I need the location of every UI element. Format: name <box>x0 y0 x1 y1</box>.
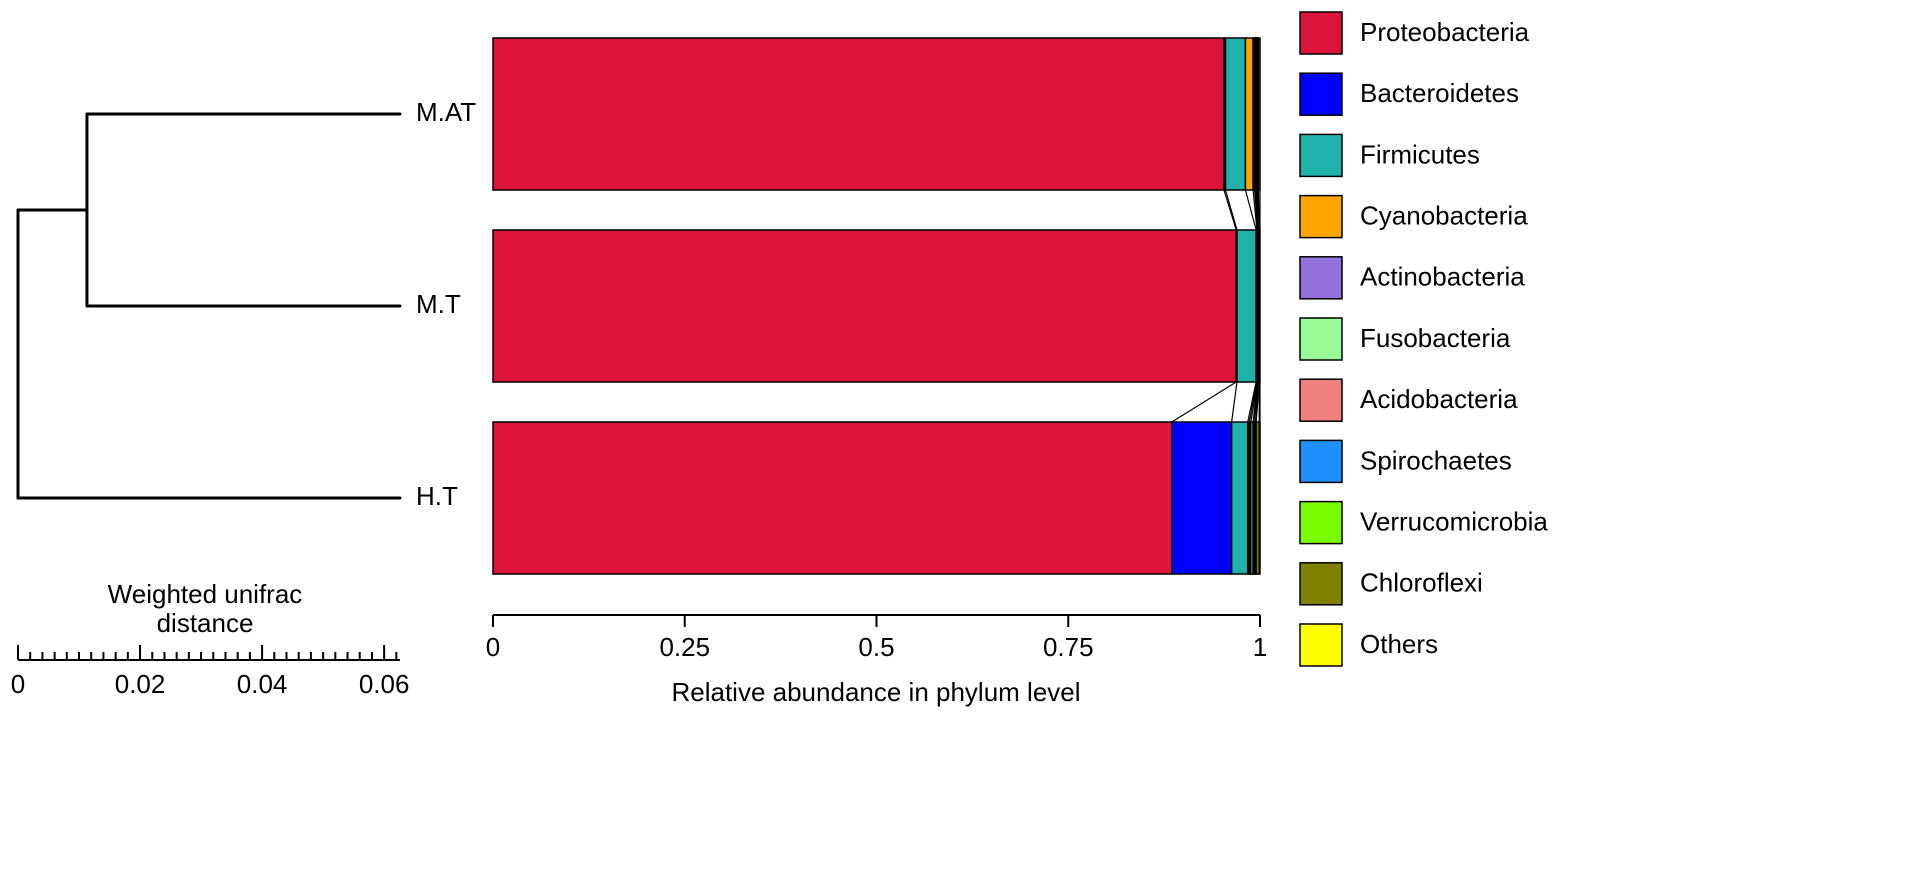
scale-tick-label: 0.02 <box>115 669 166 699</box>
legend-label: Bacteroidetes <box>1360 78 1519 108</box>
connector <box>1231 381 1238 423</box>
x-axis-label: Relative abundance in phylum level <box>671 677 1080 707</box>
category-label: M.AT <box>416 97 476 127</box>
legend-label: Cyanobacteria <box>1360 200 1528 230</box>
x-tick-label: 0 <box>486 632 500 662</box>
legend-label: Actinobacteria <box>1360 262 1525 292</box>
connector <box>1244 189 1257 231</box>
category-label: M.T <box>416 289 461 319</box>
legend-swatch <box>1299 11 1343 55</box>
connector <box>1257 189 1260 231</box>
legend-swatch <box>1299 378 1343 422</box>
connector <box>1252 189 1258 231</box>
legend-label: Proteobacteria <box>1360 17 1530 47</box>
bar-segment <box>492 37 1225 191</box>
legend-swatch <box>1299 256 1343 300</box>
x-tick-label: 0.5 <box>858 632 894 662</box>
connector <box>1252 381 1259 423</box>
legend-label: Firmicutes <box>1360 139 1480 169</box>
bar-segment <box>1257 37 1261 191</box>
connector <box>1247 381 1257 423</box>
x-tick-label: 1 <box>1253 632 1267 662</box>
legend-swatch <box>1299 317 1343 361</box>
legend-swatch <box>1299 133 1343 178</box>
connector <box>1254 381 1260 423</box>
scale-tick-label: 0 <box>11 669 25 699</box>
connector <box>1171 381 1237 423</box>
bar-segment <box>1258 229 1261 383</box>
bar-segment <box>1258 421 1261 575</box>
legend-swatch <box>1299 562 1343 606</box>
bar-segment <box>1230 421 1249 575</box>
bar-segment <box>492 421 1173 575</box>
bar-segment <box>492 229 1237 383</box>
x-tick-label: 0.25 <box>659 632 710 662</box>
legend-label: Fusobacteria <box>1360 323 1511 353</box>
connector <box>1223 189 1237 231</box>
scale-tick-label: 0.04 <box>237 669 288 699</box>
legend-label: Chloroflexi <box>1360 568 1483 598</box>
bar-segment <box>1171 421 1233 575</box>
legend-swatch <box>1299 623 1343 667</box>
scale-title-box: Weighted unifrac distance <box>107 580 303 638</box>
category-label: H.T <box>416 481 458 511</box>
connector <box>1224 189 1238 231</box>
legend-swatch <box>1299 72 1343 116</box>
connector <box>1248 381 1258 423</box>
legend-label: Spirochaetes <box>1360 445 1512 475</box>
bar-segment <box>1244 37 1254 191</box>
scale-tick-label: 0.06 <box>359 669 410 699</box>
connector <box>1256 189 1260 231</box>
legend-swatch <box>1299 194 1343 239</box>
bar-segment <box>1236 229 1257 383</box>
legend-label: Verrucomicrobia <box>1360 506 1548 536</box>
scale-title: Weighted unifrac distance <box>107 580 303 638</box>
legend-swatch <box>1299 500 1343 545</box>
legend-swatch <box>1299 439 1343 484</box>
connector <box>1254 189 1259 231</box>
legend-label: Others <box>1360 629 1438 659</box>
bar-segment <box>1224 37 1247 191</box>
x-tick-label: 0.75 <box>1043 632 1094 662</box>
legend-label: Acidobacteria <box>1360 384 1518 414</box>
